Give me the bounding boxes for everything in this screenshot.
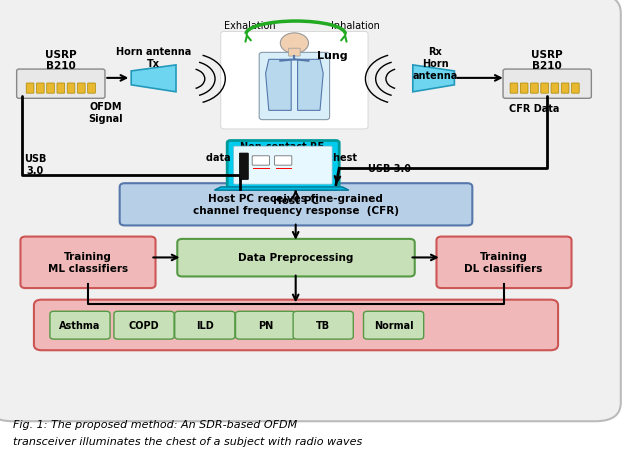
FancyBboxPatch shape [227,141,339,190]
Text: Fig. 1: The proposed method: An SDR-based OFDM: Fig. 1: The proposed method: An SDR-base… [13,419,297,429]
Text: USRP
B210: USRP B210 [45,50,77,71]
Polygon shape [266,60,291,111]
FancyBboxPatch shape [520,84,528,94]
FancyBboxPatch shape [503,70,591,99]
FancyBboxPatch shape [114,312,174,339]
Text: Normal: Normal [374,320,413,331]
FancyBboxPatch shape [289,49,300,57]
Text: TB: TB [316,320,330,331]
FancyBboxPatch shape [26,84,34,94]
FancyBboxPatch shape [551,84,559,94]
FancyBboxPatch shape [275,156,292,166]
FancyBboxPatch shape [234,147,332,185]
FancyBboxPatch shape [293,312,353,339]
Text: OFDM
Signal: OFDM Signal [88,102,123,124]
Text: Lung: Lung [317,50,348,61]
FancyBboxPatch shape [561,84,569,94]
Polygon shape [298,60,323,111]
Text: Data Preprocessing: Data Preprocessing [238,253,353,263]
FancyBboxPatch shape [77,84,85,94]
Text: Training
DL classifiers: Training DL classifiers [465,252,543,273]
Text: Non-contact RF
data acquisition from chest: Non-contact RF data acquisition from che… [206,141,357,163]
FancyBboxPatch shape [177,239,415,277]
FancyBboxPatch shape [236,312,296,339]
Text: Host PC: Host PC [273,195,319,206]
FancyBboxPatch shape [252,156,269,166]
FancyBboxPatch shape [239,154,248,180]
Text: CFR Data: CFR Data [509,104,559,114]
Text: Asthma: Asthma [60,320,100,331]
FancyBboxPatch shape [57,84,65,94]
Text: Horn antenna
Tx: Horn antenna Tx [116,47,191,69]
Text: Inhalation: Inhalation [331,20,380,31]
FancyBboxPatch shape [364,312,424,339]
FancyBboxPatch shape [221,32,368,130]
FancyBboxPatch shape [20,237,156,288]
Text: COPD: COPD [129,320,159,331]
FancyBboxPatch shape [259,53,330,120]
Text: transceiver illuminates the chest of a subject with radio waves: transceiver illuminates the chest of a s… [13,436,362,446]
FancyBboxPatch shape [436,237,572,288]
Polygon shape [131,66,176,93]
FancyBboxPatch shape [531,84,538,94]
FancyBboxPatch shape [88,84,95,94]
Text: Exhalation: Exhalation [224,20,275,31]
Text: Training
ML classifiers: Training ML classifiers [47,252,128,273]
Text: Host PC receives fine-grained
channel frequency response  (CFR): Host PC receives fine-grained channel fr… [193,194,399,215]
FancyBboxPatch shape [120,184,472,226]
Text: PN: PN [258,320,273,331]
FancyBboxPatch shape [34,300,558,350]
FancyBboxPatch shape [17,70,105,99]
Text: Rx
Horn
antenna: Rx Horn antenna [413,47,458,81]
Text: USB
3.0: USB 3.0 [24,154,46,175]
FancyBboxPatch shape [175,312,235,339]
Text: USRP
B210: USRP B210 [531,50,563,71]
FancyBboxPatch shape [0,0,621,421]
FancyBboxPatch shape [47,84,54,94]
FancyBboxPatch shape [510,84,518,94]
Polygon shape [214,188,349,191]
Circle shape [280,34,308,54]
FancyBboxPatch shape [36,84,44,94]
FancyBboxPatch shape [67,84,75,94]
FancyBboxPatch shape [541,84,548,94]
Polygon shape [413,66,454,93]
FancyBboxPatch shape [572,84,579,94]
Text: USB 3.0: USB 3.0 [368,164,411,174]
FancyBboxPatch shape [50,312,110,339]
Text: ILD: ILD [196,320,214,331]
